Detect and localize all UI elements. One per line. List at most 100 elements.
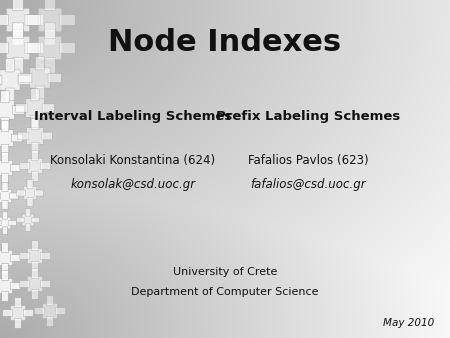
FancyBboxPatch shape (9, 220, 17, 226)
FancyBboxPatch shape (25, 43, 40, 53)
FancyBboxPatch shape (40, 281, 50, 287)
FancyBboxPatch shape (42, 104, 54, 112)
FancyBboxPatch shape (36, 86, 45, 99)
FancyBboxPatch shape (31, 115, 39, 127)
FancyBboxPatch shape (32, 290, 38, 299)
FancyBboxPatch shape (31, 119, 39, 129)
FancyBboxPatch shape (36, 57, 45, 70)
FancyBboxPatch shape (10, 283, 20, 289)
FancyBboxPatch shape (38, 8, 62, 32)
FancyBboxPatch shape (60, 15, 75, 25)
FancyBboxPatch shape (40, 252, 50, 260)
FancyBboxPatch shape (1, 270, 9, 281)
Text: Interval Labeling Schemes: Interval Labeling Schemes (34, 110, 232, 123)
FancyBboxPatch shape (0, 250, 13, 266)
FancyBboxPatch shape (45, 0, 55, 10)
FancyBboxPatch shape (27, 276, 43, 292)
FancyBboxPatch shape (30, 68, 50, 88)
FancyBboxPatch shape (32, 150, 38, 161)
FancyBboxPatch shape (3, 310, 13, 316)
FancyBboxPatch shape (40, 163, 50, 169)
FancyBboxPatch shape (1, 117, 9, 129)
Text: konsolak@csd.uoc.gr: konsolak@csd.uoc.gr (70, 178, 195, 191)
FancyBboxPatch shape (14, 297, 22, 308)
FancyBboxPatch shape (1, 91, 9, 103)
FancyBboxPatch shape (0, 15, 8, 25)
FancyBboxPatch shape (0, 217, 11, 229)
FancyBboxPatch shape (19, 163, 29, 169)
FancyBboxPatch shape (45, 58, 55, 73)
FancyBboxPatch shape (14, 318, 22, 329)
FancyBboxPatch shape (5, 59, 14, 72)
FancyBboxPatch shape (42, 304, 58, 319)
FancyBboxPatch shape (23, 186, 37, 200)
FancyBboxPatch shape (32, 268, 38, 279)
Text: Node Indexes: Node Indexes (108, 28, 342, 57)
FancyBboxPatch shape (5, 88, 14, 101)
FancyBboxPatch shape (31, 142, 39, 153)
FancyBboxPatch shape (13, 58, 23, 73)
FancyBboxPatch shape (0, 189, 12, 203)
FancyBboxPatch shape (1, 144, 9, 155)
FancyBboxPatch shape (27, 198, 33, 207)
FancyBboxPatch shape (27, 159, 43, 174)
FancyBboxPatch shape (13, 30, 23, 45)
FancyBboxPatch shape (2, 183, 8, 191)
FancyBboxPatch shape (10, 306, 26, 320)
FancyBboxPatch shape (38, 36, 62, 60)
FancyBboxPatch shape (0, 129, 14, 146)
FancyBboxPatch shape (2, 201, 8, 210)
FancyBboxPatch shape (16, 217, 24, 223)
FancyBboxPatch shape (18, 75, 32, 84)
FancyBboxPatch shape (12, 106, 24, 114)
FancyBboxPatch shape (10, 165, 20, 171)
FancyBboxPatch shape (1, 173, 9, 184)
FancyBboxPatch shape (1, 121, 9, 131)
FancyBboxPatch shape (41, 132, 52, 140)
FancyBboxPatch shape (25, 15, 40, 25)
FancyBboxPatch shape (28, 15, 43, 25)
FancyBboxPatch shape (0, 70, 20, 90)
FancyBboxPatch shape (31, 89, 39, 101)
Text: fafalios@csd.uoc.gr: fafalios@csd.uoc.gr (251, 178, 366, 191)
FancyBboxPatch shape (35, 190, 44, 196)
FancyBboxPatch shape (18, 132, 29, 140)
FancyBboxPatch shape (46, 295, 54, 306)
Text: Konsolaki Konstantina (624): Konsolaki Konstantina (624) (50, 154, 215, 167)
FancyBboxPatch shape (32, 217, 40, 223)
FancyBboxPatch shape (32, 262, 38, 271)
FancyBboxPatch shape (27, 127, 43, 144)
FancyBboxPatch shape (27, 248, 43, 264)
FancyBboxPatch shape (23, 310, 33, 316)
FancyBboxPatch shape (13, 23, 23, 38)
FancyBboxPatch shape (19, 252, 29, 260)
FancyBboxPatch shape (46, 317, 54, 327)
Text: Department of Computer Science: Department of Computer Science (131, 287, 319, 297)
FancyBboxPatch shape (35, 308, 45, 314)
FancyBboxPatch shape (19, 73, 32, 82)
FancyBboxPatch shape (0, 101, 14, 119)
FancyBboxPatch shape (17, 190, 25, 196)
FancyBboxPatch shape (27, 179, 33, 188)
FancyBboxPatch shape (6, 36, 30, 60)
FancyBboxPatch shape (26, 99, 44, 117)
FancyBboxPatch shape (0, 75, 2, 84)
FancyBboxPatch shape (32, 241, 38, 250)
FancyBboxPatch shape (22, 214, 34, 226)
FancyBboxPatch shape (25, 209, 31, 216)
Text: University of Crete: University of Crete (173, 267, 277, 277)
Text: May 2010: May 2010 (383, 318, 434, 328)
FancyBboxPatch shape (10, 255, 20, 261)
FancyBboxPatch shape (2, 211, 8, 219)
Text: Prefix Labeling Schemes: Prefix Labeling Schemes (216, 110, 400, 123)
FancyBboxPatch shape (0, 161, 13, 175)
FancyBboxPatch shape (0, 220, 1, 226)
FancyBboxPatch shape (6, 8, 30, 32)
FancyBboxPatch shape (0, 279, 13, 294)
FancyBboxPatch shape (45, 23, 55, 38)
FancyBboxPatch shape (28, 43, 43, 53)
FancyBboxPatch shape (1, 292, 9, 301)
FancyBboxPatch shape (11, 134, 22, 142)
FancyBboxPatch shape (1, 243, 9, 252)
FancyBboxPatch shape (60, 43, 75, 53)
